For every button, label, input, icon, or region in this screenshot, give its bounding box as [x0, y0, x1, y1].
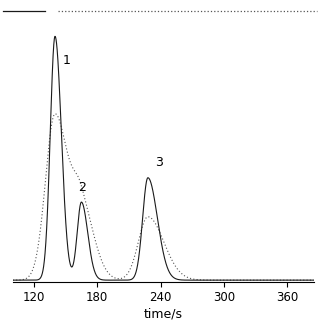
Text: 1: 1 — [62, 54, 70, 67]
Text: 2: 2 — [78, 181, 86, 194]
Text: 3: 3 — [155, 156, 163, 170]
X-axis label: time/s: time/s — [144, 307, 183, 320]
